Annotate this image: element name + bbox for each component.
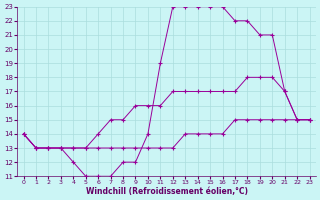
X-axis label: Windchill (Refroidissement éolien,°C): Windchill (Refroidissement éolien,°C) bbox=[85, 187, 248, 196]
